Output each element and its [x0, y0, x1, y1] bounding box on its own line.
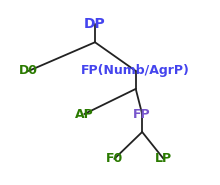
- Text: D0: D0: [19, 64, 38, 78]
- Text: AP: AP: [75, 107, 94, 121]
- Text: FP: FP: [133, 107, 151, 121]
- Text: FP(Numb/AgrP): FP(Numb/AgrP): [81, 64, 190, 78]
- Text: F0: F0: [106, 152, 123, 165]
- Text: LP: LP: [155, 152, 172, 165]
- Text: DP: DP: [84, 17, 106, 31]
